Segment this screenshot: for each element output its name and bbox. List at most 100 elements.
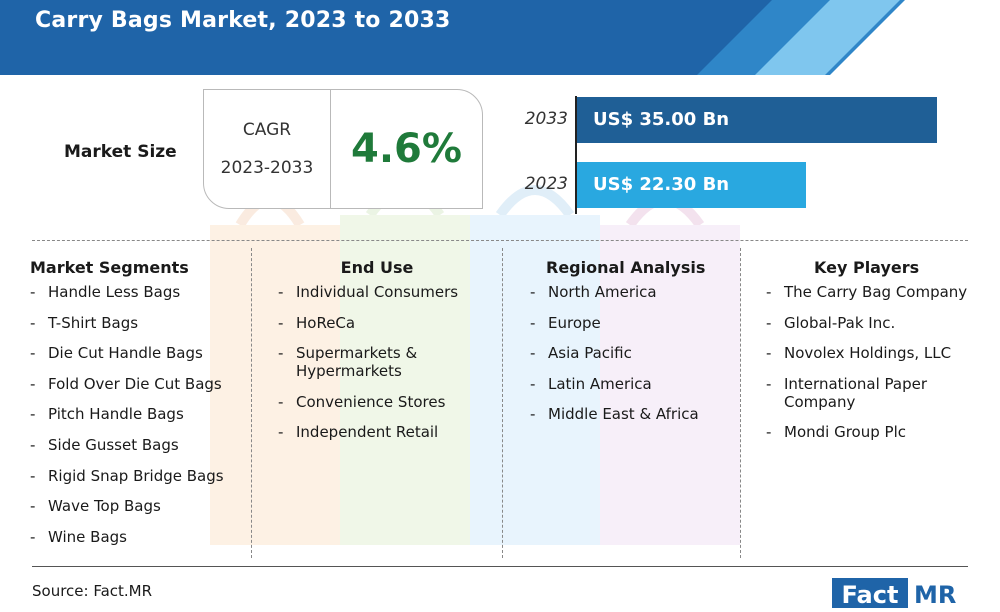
- list-item-text: Convenience Stores: [296, 392, 446, 411]
- list-item-text: The Carry Bag Company: [784, 283, 968, 301]
- column-regional-analysis: Regional Analysis - North America - Europ…: [530, 258, 735, 436]
- column-title: Market Segments: [30, 258, 189, 277]
- market-size-bar: US$ 35.00 Bn: [577, 97, 937, 143]
- list-item: - Side Gusset Bags: [30, 436, 245, 454]
- column-title: Regional Analysis: [546, 258, 706, 277]
- list-item-text: Novolex Holdings, LLC: [784, 344, 952, 363]
- list-item: - T-Shirt Bags: [30, 314, 245, 332]
- bullet-dash: -: [278, 423, 289, 442]
- market-size-label: Market Size: [64, 142, 177, 162]
- list-item: - Pitch Handle Bags: [30, 405, 245, 423]
- bar-year-label: 2023: [524, 174, 568, 194]
- bullet-dash: -: [530, 313, 541, 332]
- list-item-text: Wave Top Bags: [48, 497, 161, 516]
- list-item-text: Side Gusset Bags: [48, 435, 179, 454]
- list-item-text: North America: [548, 283, 657, 301]
- bar-axis: [575, 96, 577, 214]
- cagr-value: 4.6%: [351, 126, 462, 172]
- list-item-text: Europe: [548, 313, 601, 332]
- bullet-dash: -: [30, 344, 41, 363]
- bullet-dash: -: [278, 392, 289, 411]
- bullet-dash: -: [30, 497, 41, 516]
- list-item: - Die Cut Handle Bags: [30, 344, 245, 362]
- list-item: - Rigid Snap Bridge Bags: [30, 467, 245, 485]
- list-item-text: Individual Consumers: [296, 283, 459, 301]
- bullet-dash: -: [30, 435, 41, 454]
- cagr-period: 2023-2033: [220, 158, 314, 178]
- list-item-text: Mondi Group Plc: [784, 423, 906, 442]
- list-item: - Latin America: [530, 375, 735, 393]
- list-item-text: Rigid Snap Bridge Bags: [48, 466, 224, 485]
- list-item: - Wine Bags: [30, 528, 245, 546]
- section-divider: [32, 240, 968, 241]
- list-item-text: Supermarkets & Hypermarkets: [296, 344, 418, 381]
- bullet-dash: -: [766, 313, 777, 332]
- bullet-dash: -: [30, 527, 41, 546]
- bullet-dash: -: [30, 283, 41, 301]
- list-item-text: International Paper Company: [784, 374, 927, 411]
- column-divider: [502, 248, 503, 558]
- bar-value-label: US$ 35.00 Bn: [593, 109, 730, 130]
- cagr-box: CAGR 2023-2033 4.6%: [203, 89, 483, 209]
- bar-value-label: US$ 22.30 Bn: [593, 174, 730, 195]
- list-item-text: Asia Pacific: [548, 344, 632, 363]
- list-item-text: Handle Less Bags: [48, 283, 181, 301]
- column-list: - North America - Europe - Asia Pacific - L…: [530, 283, 735, 423]
- list-item: - Handle Less Bags: [30, 283, 245, 301]
- list-item-text: Independent Retail: [296, 423, 439, 442]
- cagr-label: CAGR: [242, 120, 292, 140]
- list-item-text: Fold Over Die Cut Bags: [48, 374, 222, 393]
- list-item: - Middle East & Africa: [530, 405, 735, 423]
- list-item-text: HoReCa: [296, 313, 356, 332]
- list-item: - Mondi Group Plc: [766, 423, 996, 441]
- list-item-text: Die Cut Handle Bags: [48, 344, 203, 363]
- list-item: - Wave Top Bags: [30, 497, 245, 515]
- header-banner: Carry Bags Market, 2023 to 2033: [0, 0, 1000, 75]
- list-item-text: Global-Pak Inc.: [784, 313, 896, 332]
- list-item-text: T-Shirt Bags: [48, 313, 139, 332]
- factmr-logo: Fact MR: [832, 578, 972, 609]
- list-item: - Independent Retail: [278, 423, 498, 441]
- list-item: - Asia Pacific: [530, 344, 735, 362]
- list-item: - Global-Pak Inc.: [766, 314, 996, 332]
- list-item: - North America: [530, 283, 735, 301]
- list-item-text: Middle East & Africa: [548, 405, 699, 424]
- bullet-dash: -: [530, 344, 541, 363]
- column-title: End Use: [340, 258, 414, 277]
- list-item: - HoReCa: [278, 314, 498, 332]
- bar-year-label: 2033: [524, 109, 568, 129]
- market-size-bar: US$ 22.30 Bn: [577, 162, 806, 208]
- column-divider: [740, 248, 741, 558]
- bullet-dash: -: [278, 344, 289, 363]
- footer-divider: [32, 566, 968, 567]
- list-item: - Europe: [530, 314, 735, 332]
- column-list: - Handle Less Bags - T-Shirt Bags - Die Cu…: [30, 283, 245, 546]
- list-item: - Convenience Stores: [278, 393, 498, 411]
- bullet-dash: -: [30, 405, 41, 424]
- list-item: - The Carry Bag Company: [766, 283, 996, 301]
- list-item: - Supermarkets & Hypermarkets: [278, 344, 498, 380]
- list-item-text: Latin America: [548, 374, 652, 393]
- list-item: - Individual Consumers: [278, 283, 498, 301]
- bullet-dash: -: [30, 466, 41, 485]
- source-text: Source: Fact.MR: [32, 582, 153, 600]
- page-title: Carry Bags Market, 2023 to 2033: [35, 8, 451, 33]
- logo-fact: Fact: [832, 578, 908, 609]
- bullet-dash: -: [766, 283, 777, 301]
- list-item-text: Pitch Handle Bags: [48, 405, 184, 424]
- list-item-text: Wine Bags: [48, 527, 127, 546]
- column-title: Key Players: [814, 258, 920, 277]
- cagr-divider: [330, 90, 331, 208]
- column-divider: [251, 248, 252, 558]
- bullet-dash: -: [766, 374, 777, 393]
- bullet-dash: -: [278, 283, 289, 301]
- bullet-dash: -: [530, 283, 541, 301]
- bullet-dash: -: [278, 313, 289, 332]
- column-market-segments: Market Segments - Handle Less Bags - T-Sh…: [30, 258, 245, 558]
- bullet-dash: -: [30, 374, 41, 393]
- column-list: - Individual Consumers - HoReCa - Supermar…: [278, 283, 498, 441]
- column-list: - The Carry Bag Company - Global-Pak Inc.…: [766, 283, 996, 441]
- logo-mr: MR: [914, 581, 957, 609]
- bullet-dash: -: [766, 423, 777, 442]
- bullet-dash: -: [30, 313, 41, 332]
